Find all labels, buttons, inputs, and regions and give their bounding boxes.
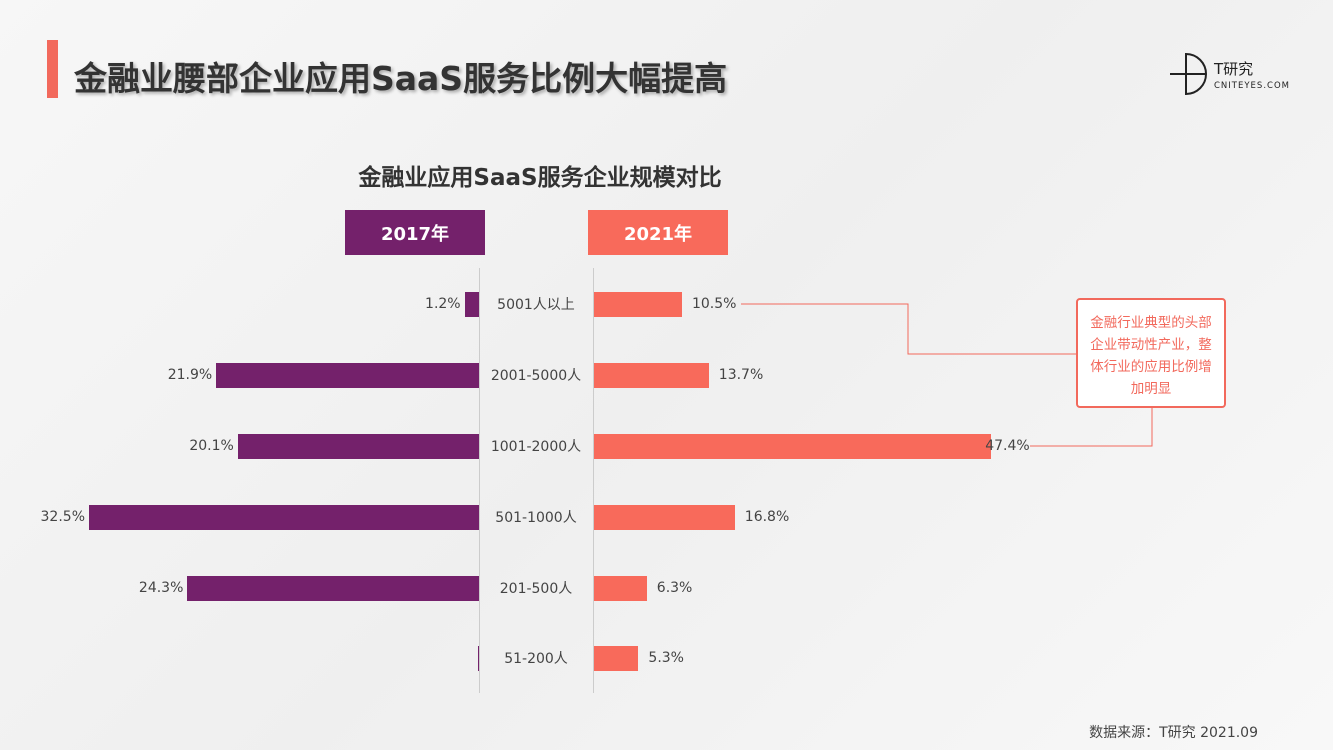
bar-2021 <box>594 576 647 601</box>
legend-2017: 2017年 <box>345 210 485 255</box>
annotation-callout: 金融行业典型的头部企业带动性产业，整体行业的应用比例增加明显 <box>1076 298 1226 408</box>
bar-2021 <box>594 292 682 317</box>
category-label: 51-200人 <box>504 651 568 667</box>
bar-2021 <box>594 434 992 459</box>
category-label: 501-1000人 <box>495 510 577 526</box>
category-label: 5001人以上 <box>497 297 575 313</box>
bar-2017 <box>216 363 479 388</box>
bar-2017 <box>237 434 479 459</box>
bar-2017 <box>478 646 479 671</box>
logo-icon: T研究 CNITEYES.COM <box>1170 52 1290 96</box>
value-label-2021: 10.5% <box>691 296 737 312</box>
bar-2017 <box>464 292 479 317</box>
legend-2021: 2021年 <box>588 210 728 255</box>
value-label-2017: 21.9% <box>167 367 213 383</box>
value-label-2021: 16.8% <box>744 509 790 525</box>
value-label-2021: 5.3% <box>648 650 684 666</box>
bar-2017 <box>89 505 479 530</box>
category-label: 1001-2000人 <box>490 439 582 455</box>
value-label-2021: 47.4% <box>985 438 1030 454</box>
data-source: 数据来源：T研究 2021.09 <box>1089 725 1258 741</box>
logo: T研究 CNITEYES.COM <box>1168 48 1328 98</box>
title-accent <box>47 40 58 98</box>
value-label-2017: 1.2% <box>425 296 461 312</box>
value-label-2021: 13.7% <box>718 367 764 383</box>
page-title: 金融业腰部企业应用SaaS服务比例大幅提高 <box>74 59 728 98</box>
axis-right <box>593 268 594 693</box>
category-label: 2001-5000人 <box>490 368 582 384</box>
chart-title: 金融业应用SaaS服务企业规模对比 <box>358 165 722 191</box>
axis-left <box>479 268 480 693</box>
value-label-2021: 6.3% <box>656 580 693 596</box>
logo-site: CNITEYES.COM <box>1214 81 1290 91</box>
bar-2021 <box>594 505 735 530</box>
value-label-2017: 20.1% <box>189 438 234 454</box>
bar-2021 <box>594 363 709 388</box>
value-label-2017: 32.5% <box>40 509 85 525</box>
bar-2021 <box>594 646 639 671</box>
category-label: 201-500人 <box>499 581 573 597</box>
bar-2017 <box>187 576 479 601</box>
logo-name: T研究 <box>1213 60 1253 78</box>
value-label-2017: 24.3% <box>138 580 184 596</box>
